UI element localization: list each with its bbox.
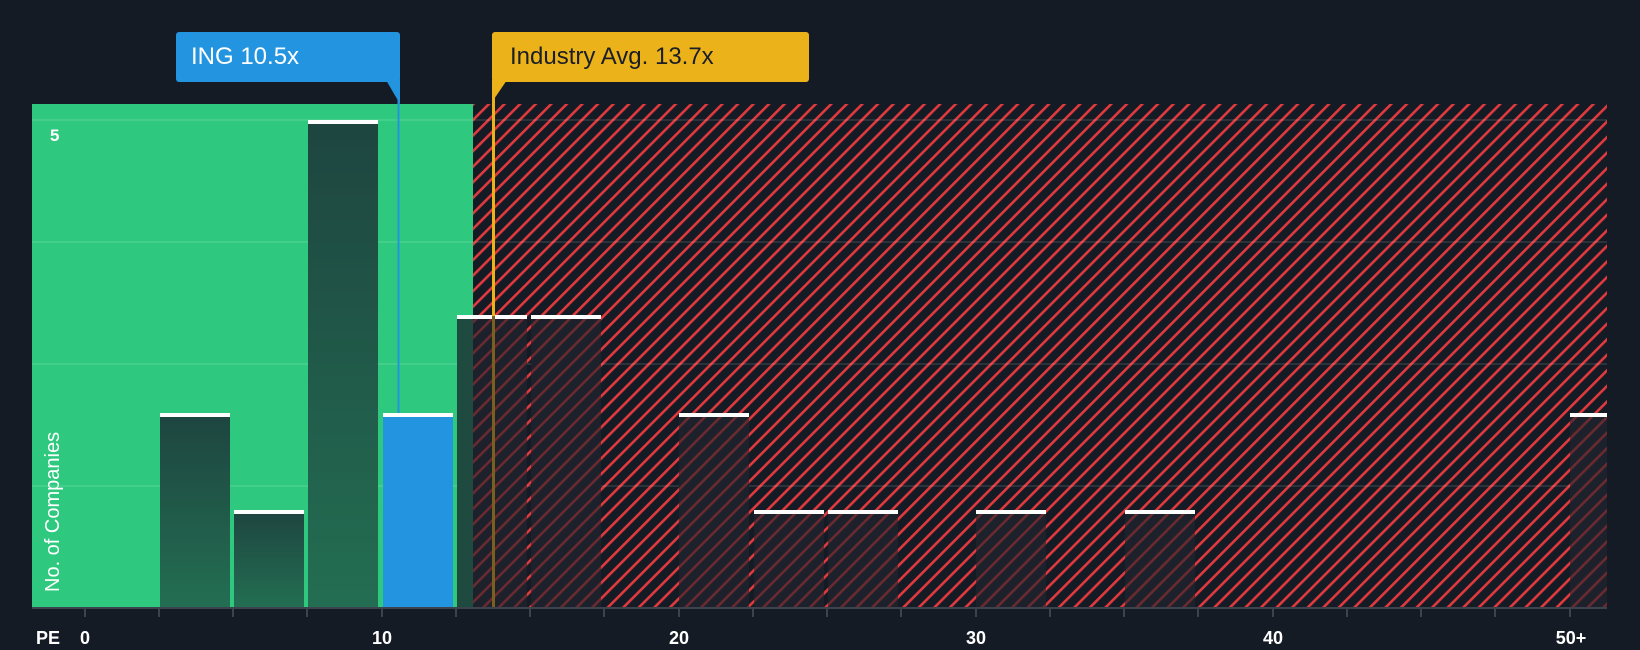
- bar-15-17.5[interactable]: [531, 316, 601, 607]
- x-tick-30: 30: [965, 628, 987, 648]
- bar-12.5-15[interactable]: [457, 316, 473, 607]
- x-axis-title: PE: [36, 628, 61, 648]
- industry-callout-pointer: [492, 80, 507, 102]
- industry-avg-callout: Industry Avg. 13.7x: [492, 32, 809, 82]
- bar-5-7.5[interactable]: [234, 511, 304, 607]
- y-axis-title: No. of Companies: [42, 431, 64, 592]
- x-tick-20: 20: [668, 628, 690, 648]
- bar-2.5-5[interactable]: [160, 414, 230, 607]
- x-axis-ticks: [84, 608, 1571, 617]
- bar-22.5-25[interactable]: [754, 511, 824, 607]
- ing-callout-pointer: [386, 80, 400, 104]
- x-tick-0: 0: [79, 628, 91, 648]
- company-pe-callout: ING 10.5x: [176, 32, 400, 82]
- bar-20-22.5[interactable]: [679, 414, 749, 607]
- x-tick-10: 10: [371, 628, 393, 648]
- y-axis-tick-5: 5: [50, 126, 60, 145]
- bar-10-12.5-ing[interactable]: [383, 414, 453, 607]
- bar-30-32.5[interactable]: [976, 511, 1046, 607]
- bar-7.5-10[interactable]: [308, 121, 378, 607]
- bars: [160, 120, 1607, 607]
- x-tick-40: 40: [1262, 628, 1284, 648]
- bar-50-plus[interactable]: [1570, 414, 1607, 607]
- gridlines: [32, 119, 1607, 487]
- x-tick-50-plus: 50+: [1555, 628, 1587, 648]
- bar-35-37.5[interactable]: [1125, 511, 1195, 607]
- bar-25-27.5[interactable]: [828, 511, 898, 607]
